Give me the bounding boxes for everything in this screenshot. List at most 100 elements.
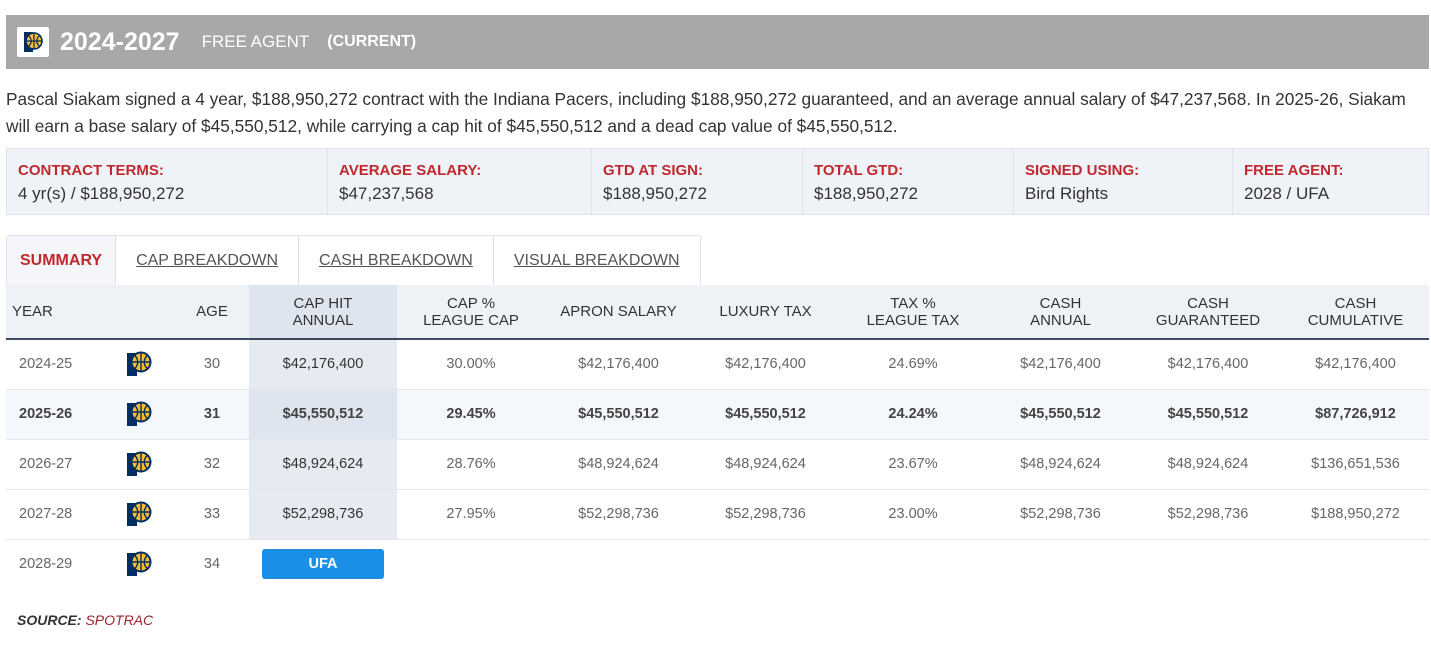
- ufa-cell: UFA: [249, 539, 397, 589]
- luxury-tax-cell: $48,924,624: [725, 456, 806, 472]
- col-cash-guaranteed[interactable]: CASH GUARANTEED: [1134, 285, 1282, 340]
- age-cell: 33: [203, 506, 221, 522]
- cash-guaranteed-cell: $48,924,624: [1167, 456, 1249, 472]
- col-tax-pct[interactable]: TAX % LEAGUE TAX: [839, 285, 987, 340]
- contract-years: 2024-2027: [60, 27, 180, 56]
- pacers-logo-icon: [103, 389, 175, 439]
- pacers-logo-icon: [17, 27, 49, 57]
- cash-cumulative-cell: $42,176,400: [1315, 356, 1396, 373]
- year-cell: 2024-25: [19, 356, 73, 373]
- term-value: $188,950,272: [603, 184, 707, 203]
- cash-cumulative-cell: $87,726,912: [1315, 406, 1396, 422]
- source-label: SOURCE:: [17, 612, 82, 628]
- age-cell: 34: [203, 556, 221, 573]
- cap-pct-cell: 28.76%: [446, 456, 496, 472]
- tab-summary[interactable]: SUMMARY: [7, 236, 117, 285]
- apron-salary-cell: $42,176,400: [578, 356, 659, 373]
- luxury-tax-cell: $42,176,400: [725, 356, 806, 373]
- apron-salary-cell: $52,298,736: [578, 506, 659, 522]
- cap-hit-cell: $42,176,400: [249, 339, 397, 389]
- cap-pct-cell: 30.00%: [446, 356, 496, 373]
- pacers-logo-icon: [103, 439, 175, 489]
- empty-cell: [397, 539, 1429, 589]
- term-value: 2028 / UFA: [1244, 184, 1330, 203]
- cash-annual-cell: $52,298,736: [1020, 506, 1101, 522]
- apron-salary-cell: $45,550,512: [578, 406, 659, 422]
- term-free-agent: FREE AGENT: 2028 / UFA: [1233, 149, 1428, 214]
- contract-status: FREE AGENT: [201, 32, 310, 51]
- age-cell: 32: [203, 456, 221, 472]
- cash-annual-cell: $42,176,400: [1020, 356, 1101, 373]
- term-total-gtd: TOTAL GTD: $188,950,272: [803, 149, 1014, 214]
- contract-summary-table: YEAR AGE CAP HIT ANNUAL CAP % LEAGUE CAP A…: [6, 285, 1429, 589]
- cash-guaranteed-cell: $42,176,400: [1167, 356, 1249, 373]
- term-value: 4 yr(s) / $188,950,272: [18, 184, 185, 203]
- apron-salary-cell: $48,924,624: [578, 456, 659, 472]
- tab-cash-breakdown[interactable]: CASH BREAKDOWN: [299, 236, 494, 285]
- year-cell: 2026-27: [19, 456, 73, 472]
- cap-pct-cell: 29.45%: [446, 406, 496, 422]
- term-contract-terms: CONTRACT TERMS: 4 yr(s) / $188,950,272: [7, 149, 328, 214]
- term-value: $47,237,568: [339, 184, 434, 203]
- source-credit: SOURCE: SPOTRAC: [17, 612, 153, 628]
- cap-hit-cell: $52,298,736: [249, 489, 397, 539]
- term-value: Bird Rights: [1025, 184, 1109, 203]
- table-row: 2026-27 32 $48,924,624 28.76% $48,924,624 $48…: [6, 439, 1429, 489]
- pacers-logo-icon: [103, 339, 175, 389]
- term-value: $188,950,272: [814, 184, 918, 203]
- table-row: 2027-28 33 $52,298,736 27.95% $52,298,736 $52…: [6, 489, 1429, 539]
- cash-guaranteed-cell: $45,550,512: [1167, 406, 1249, 422]
- cash-cumulative-cell: $136,651,536: [1311, 456, 1400, 472]
- age-cell: 30: [203, 356, 221, 373]
- col-cap-hit[interactable]: CAP HIT ANNUAL: [249, 285, 397, 340]
- year-cell: 2025-26: [19, 406, 73, 422]
- table-header-row: YEAR AGE CAP HIT ANNUAL CAP % LEAGUE CAP A…: [6, 285, 1429, 340]
- contract-terms-strip: CONTRACT TERMS: 4 yr(s) / $188,950,272 A…: [6, 148, 1429, 215]
- cash-annual-cell: $45,550,512: [1020, 406, 1101, 422]
- source-link[interactable]: SPOTRAC: [85, 612, 154, 628]
- pacers-logo-icon: [103, 489, 175, 539]
- term-average-salary: AVERAGE SALARY: $47,237,568: [328, 149, 592, 214]
- term-signed-using: SIGNED USING: Bird Rights: [1014, 149, 1233, 214]
- tab-visual-breakdown[interactable]: VISUAL BREAKDOWN: [513, 251, 680, 269]
- col-luxury-tax[interactable]: LUXURY TAX: [692, 285, 839, 340]
- col-age[interactable]: AGE: [175, 285, 249, 340]
- term-label: SIGNED USING:: [1025, 162, 1140, 179]
- col-year[interactable]: YEAR: [6, 285, 103, 340]
- contract-tabs: SUMMARY CAP BREAKDOWN CASH BREAKDOWN VIS…: [6, 235, 701, 285]
- col-cash-cumulative[interactable]: CASH CUMULATIVE: [1282, 285, 1429, 340]
- term-label: AVERAGE SALARY:: [339, 162, 482, 179]
- tax-pct-cell: 24.24%: [888, 406, 938, 422]
- cap-hit-cell: $48,924,624: [249, 439, 397, 489]
- ufa-row: 2028-29 34 UFA: [6, 539, 1429, 589]
- luxury-tax-cell: $52,298,736: [725, 506, 806, 522]
- term-label: CONTRACT TERMS:: [18, 162, 164, 179]
- contract-header: 2024-2027 FREE AGENT (CURRENT): [6, 15, 1429, 69]
- pacers-logo-icon: [103, 539, 175, 589]
- term-gtd-at-sign: GTD AT SIGN: $188,950,272: [592, 149, 803, 214]
- ufa-badge[interactable]: UFA: [262, 549, 384, 580]
- col-cash-annual[interactable]: CASH ANNUAL: [987, 285, 1134, 340]
- col-cap-pct[interactable]: CAP % LEAGUE CAP: [397, 285, 545, 340]
- luxury-tax-cell: $45,550,512: [725, 406, 806, 422]
- cash-cumulative-cell: $188,950,272: [1311, 506, 1400, 522]
- term-label: FREE AGENT:: [1244, 162, 1344, 179]
- year-cell: 2027-28: [19, 506, 73, 522]
- cash-annual-cell: $48,924,624: [1020, 456, 1101, 472]
- tax-pct-cell: 23.67%: [888, 456, 938, 472]
- cap-pct-cell: 27.95%: [446, 506, 496, 522]
- tax-pct-cell: 23.00%: [888, 506, 938, 522]
- col-team: [103, 285, 175, 340]
- year-cell: 2028-29: [19, 556, 73, 573]
- contract-description: Pascal Siakam signed a 4 year, $188,950,…: [6, 89, 1406, 136]
- cap-hit-cell: $45,550,512: [249, 389, 397, 439]
- table-row: 2024-25 30 $42,176,400 30.00% $42,176,400 $42…: [6, 339, 1429, 389]
- term-label: TOTAL GTD:: [814, 162, 904, 179]
- tab-cap-breakdown[interactable]: CAP BREAKDOWN: [116, 236, 300, 285]
- col-apron-salary[interactable]: APRON SALARY: [545, 285, 692, 340]
- table-row: 2025-26 31 $45,550,512 29.45% $45,550,512 $45…: [6, 389, 1429, 439]
- age-cell: 31: [203, 406, 221, 422]
- current-label: (CURRENT): [327, 33, 417, 50]
- contract-summary-table-wrap: YEAR AGE CAP HIT ANNUAL CAP % LEAGUE CAP A…: [6, 285, 1429, 589]
- term-label: GTD AT SIGN:: [603, 162, 703, 179]
